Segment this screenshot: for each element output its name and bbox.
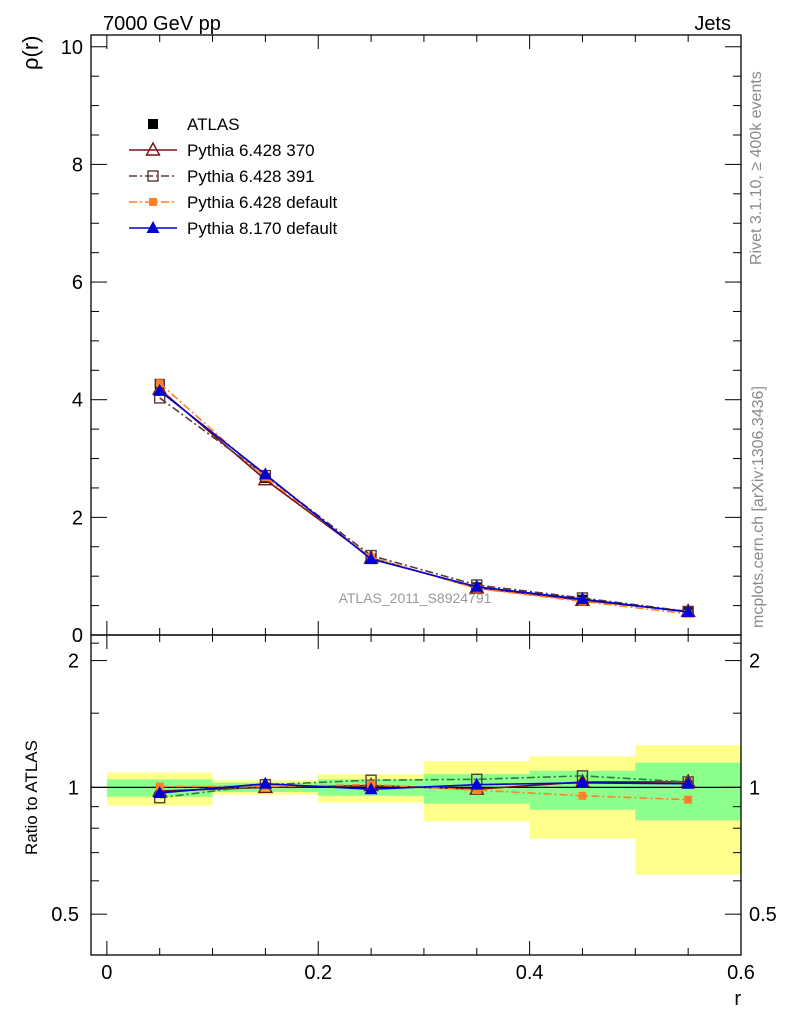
legend-marker-1 (145, 141, 161, 156)
legend-label-3: Pythia 6.428 default (187, 193, 338, 212)
legend: ATLAS Pythia 6.428 370 Pythia 6.428 391 Pyt… (129, 115, 338, 238)
series-3-line (159, 382, 689, 615)
ratio-plot-frame (90, 634, 742, 956)
main-ytick-label: 0 (72, 625, 83, 647)
ratio-ytick-label: 0.5 (51, 904, 79, 926)
x-axis-title: r (734, 988, 741, 1010)
series-2-line (159, 397, 689, 613)
ratio-ytick-label-right: 2 (749, 651, 760, 673)
legend-label-1: Pythia 6.428 370 (187, 141, 315, 160)
legend-marker-4 (146, 221, 160, 233)
xtick-label: 0.4 (516, 962, 544, 984)
header-right: Jets (694, 13, 731, 35)
ratio-frame-rect (90, 634, 742, 956)
main-ytick-label: 6 (72, 272, 83, 294)
series-4-point (470, 579, 484, 592)
ratio-ytick-label-right: 1 (749, 777, 760, 799)
ratio-ytick-label: 2 (68, 651, 79, 673)
xtick-label: 0.6 (727, 962, 755, 984)
ratio-ytick-label-right: 0.5 (749, 904, 777, 926)
ratio-series-2-point (578, 791, 587, 800)
main-ytick-label: 4 (72, 390, 83, 412)
side-label-top: Rivet 3.1.10, ≥ 400k events (748, 71, 765, 265)
ratio-series-3-point (153, 785, 167, 798)
ratio-series-3-point (575, 775, 589, 788)
side-label-bottom: mcplots.cern.ch [arXiv:1306.3436] (750, 386, 767, 628)
legend-marker-0 (148, 119, 158, 129)
ratio-series (152, 770, 696, 804)
main-y-axis-title: ρ(r) (18, 36, 43, 71)
main-series (152, 378, 696, 618)
ratio-series-3-line (159, 782, 689, 794)
band-inner-5 (635, 762, 741, 821)
legend-label-0: ATLAS (187, 115, 240, 134)
main-y-ticks: 0 2 4 6 8 10 (61, 37, 741, 647)
main-ytick-label: 2 (72, 507, 83, 529)
ratio-series-2-point (472, 786, 481, 795)
main-ytick-label: 10 (61, 37, 83, 59)
series-4-point (364, 552, 378, 565)
header-left: 7000 GeV pp (103, 13, 221, 35)
ratio-uncertainty-bands (91, 745, 741, 875)
xtick-label: 0 (101, 962, 112, 984)
main-ytick-label: 8 (72, 154, 83, 176)
ratio-ytick-label: 1 (68, 777, 79, 799)
ratio-y-ticks: 0.5 0.5 1 1 2 2 (51, 642, 777, 926)
legend-label-2: Pythia 6.428 391 (187, 167, 315, 186)
legend-marker-3 (149, 198, 157, 206)
series-4-point (153, 383, 167, 396)
ratio-series-3-point (470, 777, 484, 790)
series-3-point (155, 379, 164, 388)
ratio-series-2-point (684, 795, 693, 804)
legend-marker-2 (147, 170, 159, 182)
series-4-line (159, 390, 689, 613)
series-4-point (681, 605, 695, 618)
ratio-y-axis-title: Ratio to ATLAS (22, 740, 41, 855)
ratio-series-3-point (681, 776, 695, 789)
series-1-line (159, 388, 689, 613)
ratio-series-3-point (258, 776, 272, 789)
xtick-label: 0.2 (304, 962, 332, 984)
legend-label-4: Pythia 8.170 default (187, 219, 338, 238)
series-4-point (575, 592, 589, 605)
x-ticks: 0 0.2 0.4 0.6 (101, 35, 755, 984)
ratio-series-3-point (364, 782, 378, 795)
analysis-watermark: ATLAS_2011_S8924791 (339, 590, 492, 606)
series-4-point (258, 467, 272, 480)
